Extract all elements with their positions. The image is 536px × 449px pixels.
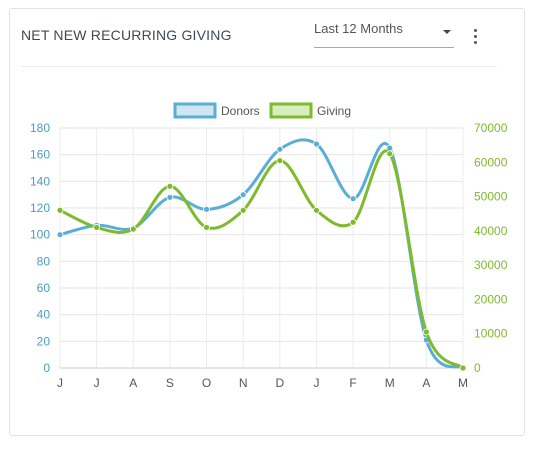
giving-point xyxy=(459,364,467,372)
y-right-tick-label: 70000 xyxy=(474,121,508,135)
x-tick-label: D xyxy=(275,376,284,390)
x-tick-label: J xyxy=(94,376,100,390)
giving-point xyxy=(239,206,247,214)
card-title: NET NEW RECURRING GIVING xyxy=(21,27,232,43)
x-tick-label: S xyxy=(166,376,174,390)
giving-point xyxy=(166,182,174,190)
header-divider xyxy=(21,66,497,67)
chevron-down-icon xyxy=(443,30,451,34)
donors-point xyxy=(166,193,174,201)
y-right-tick-label: 30000 xyxy=(474,258,508,272)
giving-series-line xyxy=(58,149,465,370)
giving-point xyxy=(56,206,64,214)
giving-point xyxy=(276,157,284,164)
y-right-tick-label: 40000 xyxy=(474,224,508,238)
period-select[interactable]: Last 12 Months xyxy=(314,20,454,48)
giving-point xyxy=(93,224,101,231)
y-left-tick-label: 0 xyxy=(43,361,50,375)
y-left-tick-label: 80 xyxy=(37,254,51,268)
y-left-tick-label: 180 xyxy=(30,121,50,135)
donors-point xyxy=(56,231,64,239)
giving-point xyxy=(349,218,357,226)
period-select-value: Last 12 Months xyxy=(314,21,403,36)
donors-point xyxy=(203,205,210,213)
x-tick-label: A xyxy=(422,376,430,390)
y-left-tick-label: 160 xyxy=(30,148,50,162)
giving-point xyxy=(129,225,137,233)
giving-point xyxy=(203,224,210,231)
y-right-tick-label: 50000 xyxy=(474,190,508,204)
y-left-tick-label: 40 xyxy=(37,308,51,322)
x-tick-label: M xyxy=(385,376,395,390)
donors-point xyxy=(349,195,357,203)
giving-point xyxy=(313,206,320,214)
x-tick-label: A xyxy=(129,376,137,390)
x-tick-label: F xyxy=(349,376,356,390)
y-right-tick-label: 0 xyxy=(474,361,481,375)
y-left-tick-label: 60 xyxy=(37,281,51,295)
y-right-tick-label: 10000 xyxy=(474,327,508,341)
x-tick-label: J xyxy=(313,376,319,390)
chart-card xyxy=(9,8,525,436)
more-options-icon[interactable] xyxy=(470,28,482,46)
y-left-tick-label: 100 xyxy=(30,228,50,242)
donors-point xyxy=(239,191,247,199)
y-left-tick-label: 20 xyxy=(37,334,51,348)
giving-legend-label: Giving xyxy=(317,104,351,118)
x-tick-label: N xyxy=(239,376,248,390)
giving-point xyxy=(422,328,430,336)
donors-legend-label: Donors xyxy=(221,104,260,118)
giving-legend-swatch xyxy=(269,102,313,119)
y-left-tick-label: 140 xyxy=(30,174,50,188)
x-tick-label: J xyxy=(57,376,63,390)
giving-point xyxy=(386,150,394,158)
y-left-tick-label: 120 xyxy=(30,201,50,215)
donors-legend-swatch xyxy=(173,102,217,119)
x-tick-label: O xyxy=(202,376,211,390)
y-right-tick-label: 60000 xyxy=(474,155,508,169)
donors-series-line xyxy=(58,138,465,370)
donors-point xyxy=(313,140,320,148)
donors-point xyxy=(276,145,284,153)
x-tick-label: M xyxy=(458,376,468,390)
y-right-tick-label: 20000 xyxy=(474,292,508,306)
